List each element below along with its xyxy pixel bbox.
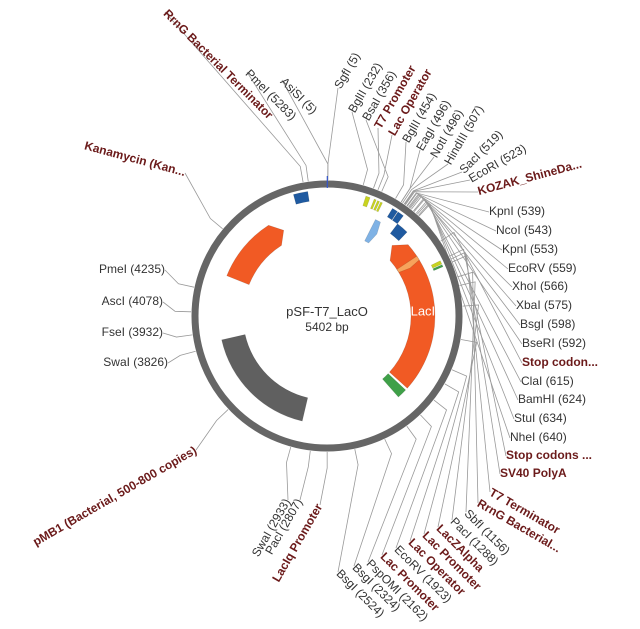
map-label-clai-615: ClaI (615) bbox=[521, 374, 574, 388]
leader-line-47 bbox=[162, 332, 193, 338]
map-label-bseri-592: BseRI (592) bbox=[522, 336, 586, 350]
leader-line-44 bbox=[286, 446, 292, 501]
leader-line-41 bbox=[337, 449, 359, 573]
leader-line-49 bbox=[164, 269, 195, 288]
leader-line-35 bbox=[423, 369, 468, 535]
map-label-pmei-4235: PmeI (4235) bbox=[99, 262, 165, 276]
leader-line-4 bbox=[351, 111, 368, 186]
leader-line-10 bbox=[400, 156, 435, 203]
map-label-kpni-553: KpnI (553) bbox=[502, 242, 558, 256]
leader-line-12 bbox=[403, 171, 463, 205]
leader-line-39 bbox=[367, 425, 417, 563]
map-label-stop-codon: Stop codon... bbox=[522, 355, 598, 369]
map-label-stui-634: StuI (634) bbox=[514, 411, 567, 425]
feature-segment-13 bbox=[430, 260, 443, 269]
leader-line-32 bbox=[459, 281, 476, 513]
leader-line-6 bbox=[373, 127, 380, 189]
feature-segment-0 bbox=[389, 244, 436, 389]
feature-segment-4 bbox=[386, 207, 398, 221]
feature-segment-9 bbox=[370, 198, 377, 210]
map-label-nhei-640: NheI (640) bbox=[510, 430, 567, 444]
map-label-kanamycin-kan: Kanamycin (Kan... bbox=[83, 139, 187, 179]
leader-line-1 bbox=[246, 71, 309, 182]
feature-label-laci: LacI bbox=[411, 303, 436, 318]
leader-line-11 bbox=[402, 163, 449, 204]
leader-line-17 bbox=[408, 193, 503, 251]
map-label-ecorv-559: EcoRV (559) bbox=[508, 261, 576, 275]
feature-segment-6 bbox=[389, 223, 408, 242]
map-label-asci-4078: AscI (4078) bbox=[102, 294, 163, 308]
leader-line-36 bbox=[409, 383, 460, 542]
feature-segment-12 bbox=[396, 255, 420, 273]
map-label-stop-codons: Stop codons ... bbox=[506, 448, 592, 462]
leader-line-20 bbox=[411, 196, 517, 307]
feature-layer: LacI bbox=[221, 175, 444, 422]
feature-segment-14 bbox=[432, 264, 444, 272]
leader-line-8 bbox=[395, 141, 407, 199]
plasmid-length: 5402 bp bbox=[305, 320, 349, 334]
map-label-kpni-539: KpnI (539) bbox=[489, 204, 545, 218]
leader-line-31 bbox=[457, 271, 479, 504]
leader-line-37 bbox=[395, 399, 448, 549]
map-label-pmb1-bacterial-500-800-copies: pMB1 (Bacterial, 500-800 copies) bbox=[30, 443, 199, 548]
leader-line-29 bbox=[450, 251, 501, 475]
leader-line-3 bbox=[327, 87, 339, 181]
leader-line-19 bbox=[409, 195, 513, 288]
leader-line-45 bbox=[195, 409, 229, 451]
feature-segment-7 bbox=[364, 219, 381, 244]
leader-line-25 bbox=[416, 201, 519, 401]
feature-segment-15 bbox=[382, 373, 407, 398]
map-label-bsgi-598: BsgI (598) bbox=[520, 317, 575, 331]
leader-line-13 bbox=[404, 179, 471, 205]
leader-line-5 bbox=[365, 119, 389, 192]
map-label-xhoi-566: XhoI (566) bbox=[512, 279, 568, 293]
label-leaders bbox=[162, 11, 523, 573]
leader-line-14 bbox=[405, 191, 479, 206]
feature-segment-3 bbox=[293, 191, 310, 205]
leader-line-33 bbox=[451, 304, 480, 521]
plasmid-name: pSF-T7_LacO bbox=[286, 304, 368, 319]
leader-line-15 bbox=[406, 192, 490, 213]
leader-line-42 bbox=[319, 451, 328, 506]
leader-line-0 bbox=[164, 11, 304, 183]
feature-segment-2 bbox=[221, 334, 309, 422]
leader-line-18 bbox=[409, 194, 509, 270]
feature-segment-1 bbox=[226, 224, 285, 286]
leader-line-40 bbox=[353, 438, 392, 567]
map-label-fsei-3932: FseI (3932) bbox=[102, 325, 163, 339]
leader-line-22 bbox=[413, 197, 523, 345]
leader-line-38 bbox=[381, 414, 432, 556]
feature-segment-5 bbox=[391, 211, 404, 225]
leader-line-28 bbox=[449, 248, 507, 457]
feature-segment-10 bbox=[373, 200, 380, 211]
map-label-rrng-bacterial-terminator: RrnG Bacterial Terminator bbox=[161, 6, 277, 122]
leader-line-26 bbox=[418, 202, 515, 420]
leader-line-34 bbox=[437, 339, 478, 528]
leader-line-50 bbox=[184, 172, 223, 230]
map-label-swai-3826: SwaI (3826) bbox=[103, 355, 168, 369]
map-label-ncoi-543: NcoI (543) bbox=[496, 223, 552, 237]
leader-line-24 bbox=[415, 200, 522, 383]
leader-line-48 bbox=[162, 301, 192, 313]
feature-segment-8 bbox=[362, 195, 371, 208]
leader-line-27 bbox=[418, 203, 511, 439]
feature-segment-11 bbox=[375, 201, 383, 213]
leader-line-43 bbox=[299, 450, 311, 501]
map-label-bamhi-624: BamHI (624) bbox=[518, 392, 586, 406]
leader-line-30 bbox=[451, 255, 491, 493]
leader-line-16 bbox=[406, 192, 497, 232]
leader-line-23 bbox=[440, 231, 523, 364]
map-label-sv40-polya: SV40 PolyA bbox=[500, 466, 567, 480]
leader-line-46 bbox=[167, 350, 196, 364]
leader-line-7 bbox=[377, 134, 393, 191]
map-label-xbai-575: XbaI (575) bbox=[516, 298, 572, 312]
